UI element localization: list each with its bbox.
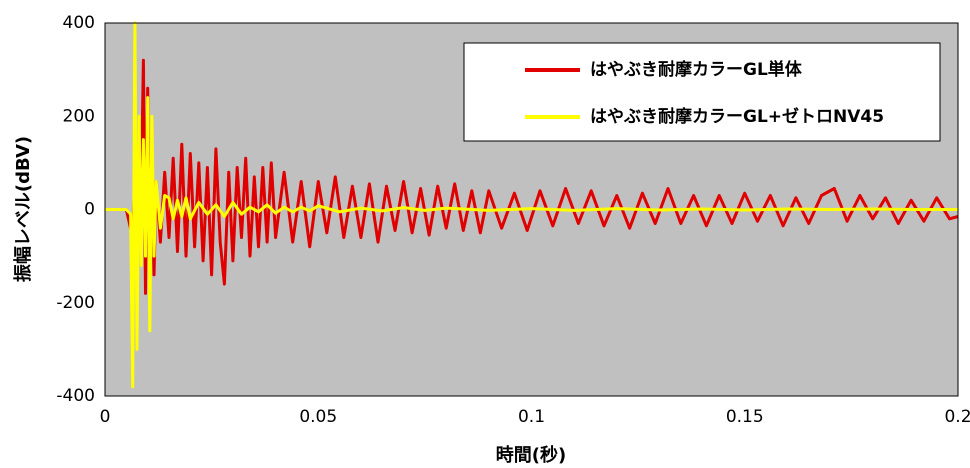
legend-label-series-1: はやぶき耐摩カラーGL単体 — [590, 59, 803, 80]
y-axis-title: 振幅レベル(dBV) — [12, 136, 34, 282]
y-axis: -400 -200 0 200 400 — [56, 13, 95, 406]
series-layer — [105, 21, 959, 389]
y-tick-label: -200 — [56, 293, 95, 313]
x-axis-title: 時間(秒) — [496, 444, 566, 466]
y-tick-label: 200 — [63, 106, 95, 126]
x-tick-label: 0.1 — [518, 407, 545, 427]
y-tick-label: 0 — [84, 200, 95, 220]
x-tick-label: 0.15 — [726, 407, 764, 427]
series-line-1 — [105, 58, 959, 295]
legend-label-series-2: はやぶき耐摩カラーGL+ゼトロNV45 — [590, 106, 884, 127]
x-tick-label: 0.05 — [299, 407, 337, 427]
x-tick-label: 0.2 — [944, 407, 970, 427]
series-line-2 — [105, 21, 958, 389]
plot-border — [104, 22, 959, 397]
y-tick-label: 400 — [63, 13, 95, 33]
x-axis: 0 0.05 0.1 0.15 0.2 — [100, 407, 970, 427]
y-tick-label: -400 — [56, 386, 95, 406]
legend: はやぶき耐摩カラーGL単体 はやぶき耐摩カラーGL+ゼトロNV45 — [463, 42, 941, 142]
x-tick-label: 0 — [100, 407, 111, 427]
legend-box — [463, 42, 941, 142]
